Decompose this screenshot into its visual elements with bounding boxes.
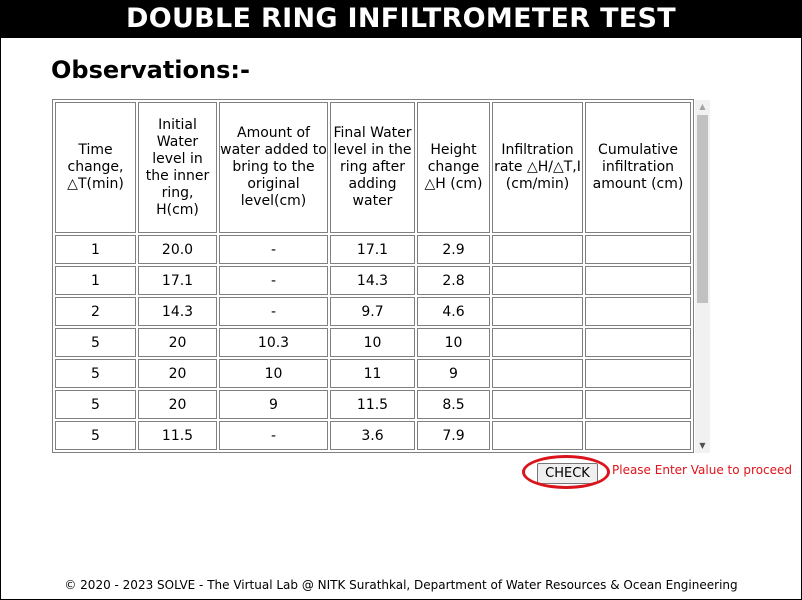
footer-copyright: © 2020 - 2023 SOLVE - The Virtual Lab @ … [64,578,738,592]
cell-height-change: 7.9 [417,421,490,450]
cell-time-change: 1 [55,266,136,295]
cell-infiltration-rate-input[interactable] [492,235,583,264]
cell-height-change: 2.9 [417,235,490,264]
cell-initial-level: 20.0 [138,235,217,264]
cell-initial-level: 11.5 [138,421,217,450]
cell-water-added: 9 [219,390,328,419]
check-button-highlight-ring [522,455,610,489]
cell-height-change: 10 [417,328,490,357]
cell-initial-level: 17.1 [138,266,217,295]
column-header-height-change: Height change △H (cm) [417,102,490,233]
observations-table: Time change, △T(min) Initial Water level… [52,99,694,453]
cell-time-change: 2 [55,297,136,326]
cell-infiltration-rate-input[interactable] [492,297,583,326]
cell-cumulative-infiltration-input[interactable] [585,235,691,264]
cell-initial-level: 20 [138,390,217,419]
cell-time-change: 5 [55,421,136,450]
cell-infiltration-rate-input[interactable] [492,421,583,450]
table-row: 5 20 9 11.5 8.5 [55,390,691,419]
table-scrollbar[interactable]: ▲ ▼ [695,100,710,453]
cell-water-added: - [219,235,328,264]
cell-initial-level: 14.3 [138,297,217,326]
scroll-down-arrow-icon[interactable]: ▼ [699,441,706,450]
cell-infiltration-rate-input[interactable] [492,390,583,419]
observations-table-container[interactable]: Time change, △T(min) Initial Water level… [52,99,710,453]
cell-water-added: - [219,421,328,450]
cell-time-change: 1 [55,235,136,264]
cell-water-added: 10.3 [219,328,328,357]
column-header-water-added: Amount of water added to bring to the or… [219,102,328,233]
cell-cumulative-infiltration-input[interactable] [585,421,691,450]
cell-height-change: 2.8 [417,266,490,295]
cell-time-change: 5 [55,328,136,357]
cell-initial-level: 20 [138,359,217,388]
table-row: 1 20.0 - 17.1 2.9 [55,235,691,264]
cell-infiltration-rate-input[interactable] [492,328,583,357]
cell-water-added: - [219,266,328,295]
table-row: 5 20 10 11 9 [55,359,691,388]
cell-time-change: 5 [55,359,136,388]
cell-infiltration-rate-input[interactable] [492,266,583,295]
cell-cumulative-infiltration-input[interactable] [585,390,691,419]
scroll-up-arrow-icon[interactable]: ▲ [699,102,706,111]
observations-heading: Observations:- [51,56,250,84]
cell-cumulative-infiltration-input[interactable] [585,297,691,326]
cell-cumulative-infiltration-input[interactable] [585,328,691,357]
cell-final-level: 11.5 [330,390,415,419]
table-row: 5 11.5 - 3.6 7.9 [55,421,691,450]
scrollbar-thumb[interactable] [697,115,708,303]
cell-water-added: 10 [219,359,328,388]
table-row: 5 20 10.3 10 10 [55,328,691,357]
cell-infiltration-rate-input[interactable] [492,359,583,388]
cell-time-change: 5 [55,390,136,419]
column-header-time-change: Time change, △T(min) [55,102,136,233]
cell-initial-level: 20 [138,328,217,357]
validation-message: Please Enter Value to proceed [612,463,793,477]
column-header-infiltration-rate: Infiltration rate △H/△T,I (cm/min) [492,102,583,233]
cell-water-added: - [219,297,328,326]
cell-final-level: 3.6 [330,421,415,450]
page-title: DOUBLE RING INFILTROMETER TEST [0,0,802,38]
table-row: 1 17.1 - 14.3 2.8 [55,266,691,295]
cell-final-level: 11 [330,359,415,388]
table-row: 2 14.3 - 9.7 4.6 [55,297,691,326]
column-header-cumulative-infiltration: Cumulative infiltration amount (cm) [585,102,691,233]
cell-height-change: 4.6 [417,297,490,326]
cell-final-level: 10 [330,328,415,357]
cell-height-change: 8.5 [417,390,490,419]
cell-final-level: 14.3 [330,266,415,295]
cell-final-level: 17.1 [330,235,415,264]
cell-height-change: 9 [417,359,490,388]
cell-cumulative-infiltration-input[interactable] [585,359,691,388]
column-header-final-water-level: Final Water level in the ring after addi… [330,102,415,233]
table-header-row: Time change, △T(min) Initial Water level… [55,102,691,233]
cell-final-level: 9.7 [330,297,415,326]
column-header-initial-water-level: Initial Water level in the inner ring, H… [138,102,217,233]
cell-cumulative-infiltration-input[interactable] [585,266,691,295]
